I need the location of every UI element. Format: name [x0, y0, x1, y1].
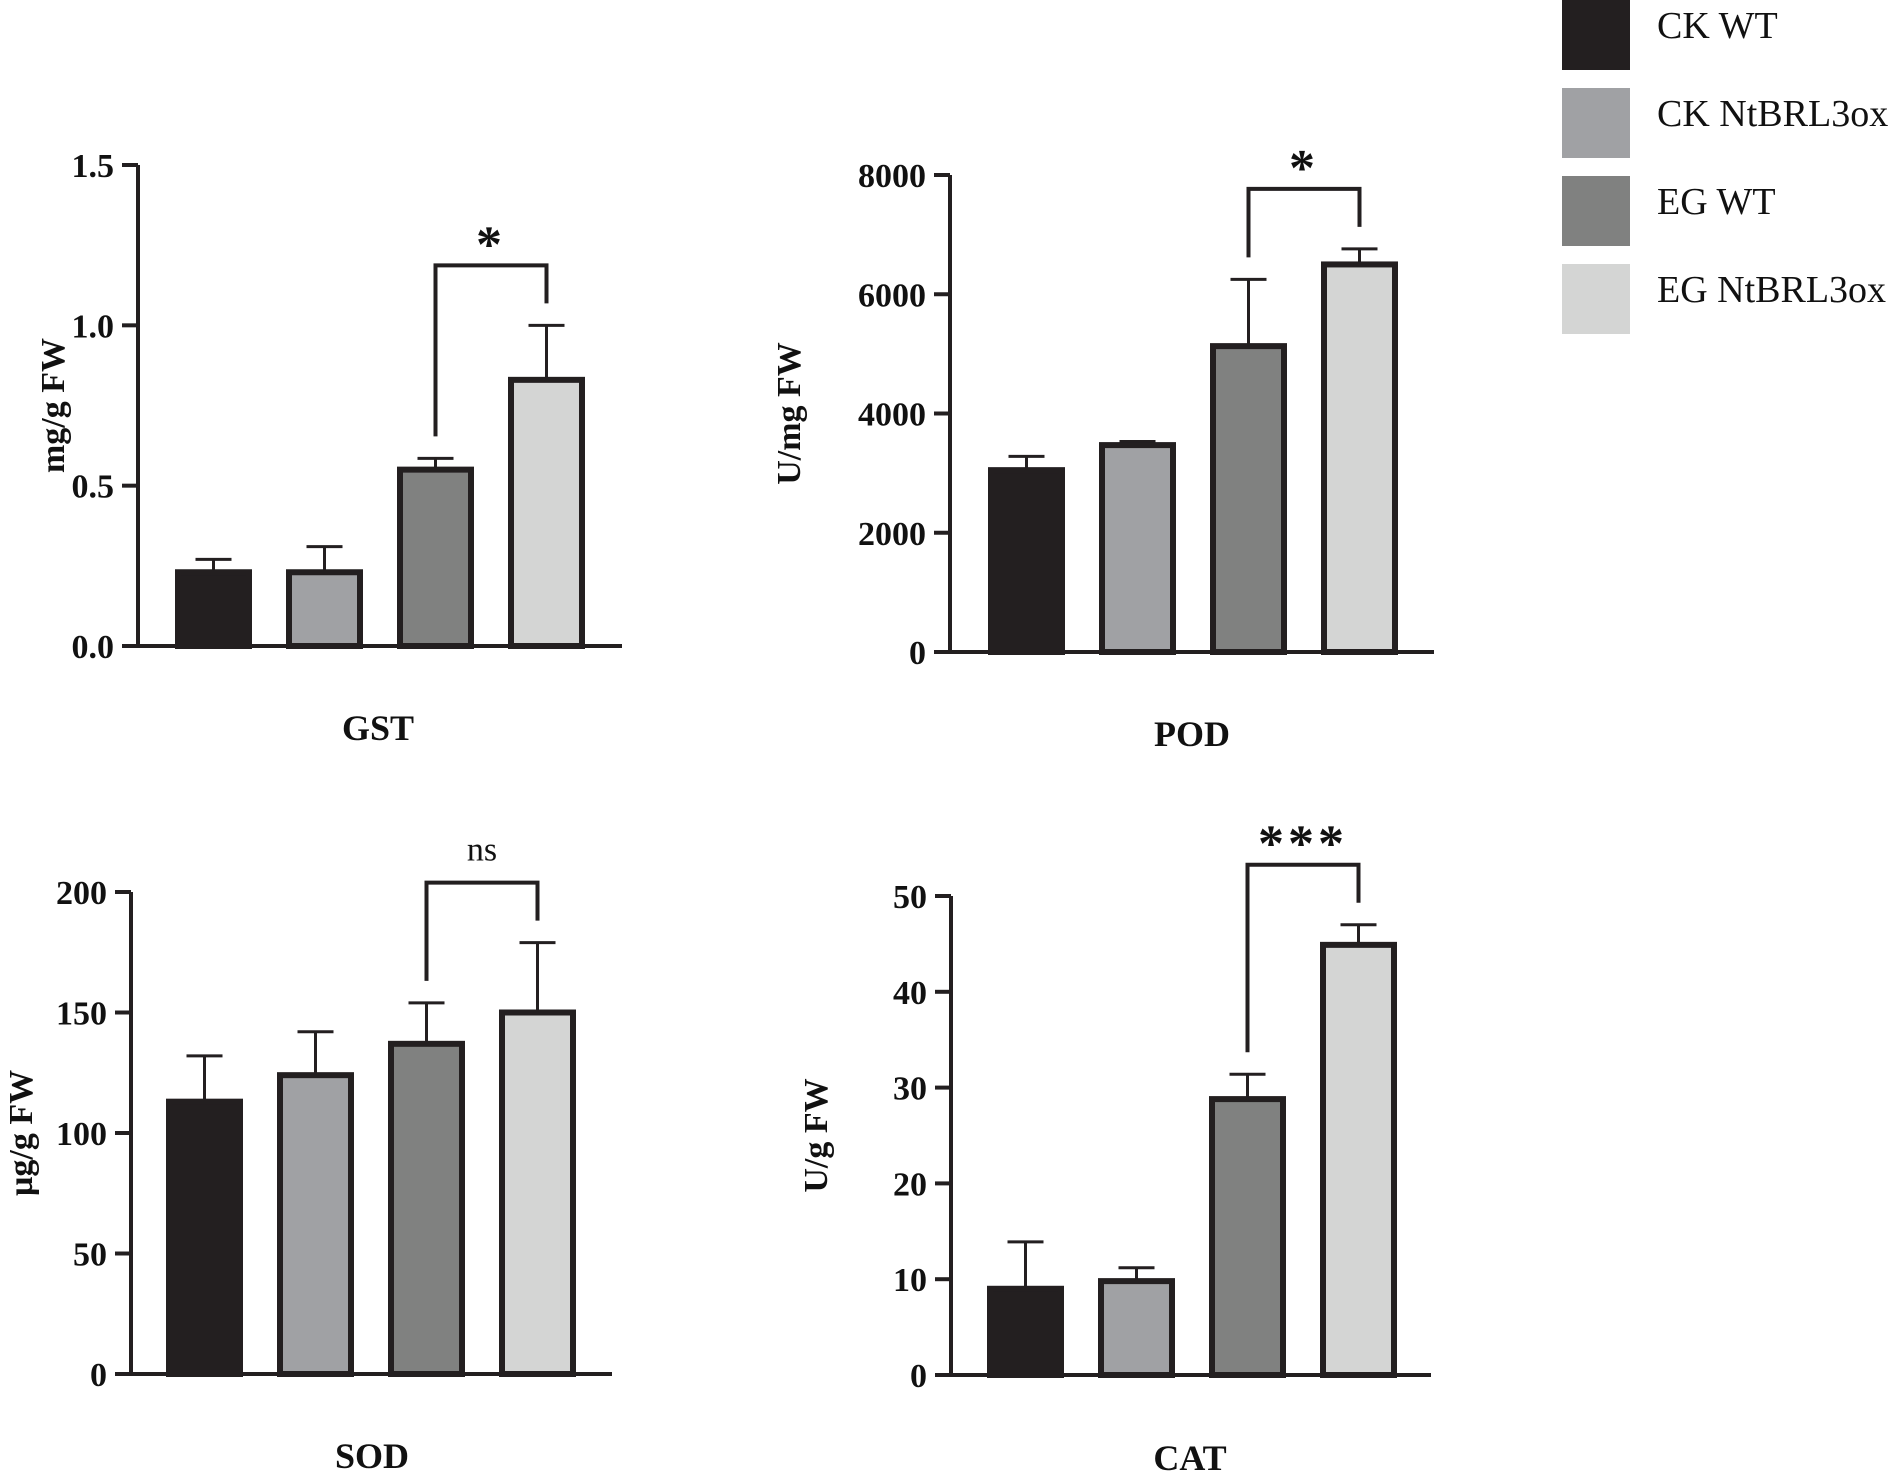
legend-label: EG NtBRL3ox	[1657, 269, 1886, 311]
y-tick-label: 6000	[858, 277, 926, 314]
legend-swatch	[1562, 0, 1630, 70]
chart-panels: 0.00.51.01.5*mg/g FWGST02000400060008000…	[3, 140, 1434, 1475]
y-tick-label: 10	[893, 1262, 927, 1299]
bar-ck-wt	[175, 569, 252, 649]
legend-label: CK WT	[1657, 5, 1778, 47]
chart-title: SOD	[335, 1436, 409, 1475]
y-tick-label: 20	[893, 1166, 927, 1203]
y-tick-label: 50	[893, 879, 927, 916]
y-tick-label: 40	[893, 975, 927, 1012]
y-tick-label: 50	[73, 1237, 107, 1274]
bar-ck-ntbrl3ox	[277, 1072, 354, 1378]
y-tick-label: 1.0	[72, 308, 115, 345]
y-tick-label: 0.0	[72, 629, 115, 666]
significance-label: *	[476, 216, 506, 273]
y-tick-label: 4000	[858, 397, 926, 434]
y-axis-title: U/mg FW	[771, 342, 808, 485]
y-tick-label: 8000	[858, 158, 926, 195]
y-tick-label: 30	[893, 1071, 927, 1108]
legend-item: EG NtBRL3ox	[1562, 264, 1886, 334]
legend-label: EG WT	[1657, 181, 1776, 223]
bar-eg-ntbrl3ox	[1320, 941, 1397, 1378]
significance-bracket	[1245, 862, 1361, 1053]
significance-bracket	[1246, 186, 1362, 258]
chart-title: CAT	[1153, 1438, 1226, 1475]
chart-title: POD	[1154, 714, 1230, 754]
bar-ck-ntbrl3ox	[286, 569, 363, 649]
bar-ck-ntbrl3ox	[1098, 1278, 1175, 1378]
bar-eg-wt	[1209, 1096, 1286, 1378]
y-tick-label: 1.5	[72, 148, 115, 185]
significance-label: *	[1289, 140, 1319, 197]
y-tick-label: 100	[56, 1116, 107, 1153]
bar-eg-wt	[397, 466, 474, 649]
legend-swatch	[1562, 264, 1630, 334]
y-tick-label: 2000	[858, 516, 926, 553]
bar-ck-ntbrl3ox	[1099, 442, 1176, 655]
chart-pod: 0 2000 4000 6000 8000 * U/mg FW POD	[771, 140, 1434, 754]
y-axis-title: µg/g FW	[3, 1070, 40, 1196]
bar-eg-ntbrl3ox	[499, 1009, 576, 1377]
bar-eg-ntbrl3ox	[508, 376, 585, 649]
legend-swatch	[1562, 88, 1630, 158]
significance-label: ***	[1258, 816, 1348, 873]
bar-ck-wt	[988, 467, 1065, 655]
bar-eg-wt	[1210, 343, 1287, 655]
significance-label: ns	[467, 832, 497, 869]
y-tick-label: 0	[909, 635, 926, 672]
bar-eg-wt	[388, 1040, 465, 1377]
significance-bracket	[433, 263, 549, 437]
chart-gst: 0.0 0.5 1.0 1.5 * mg/g FW GST	[35, 148, 622, 748]
bar-ck-wt	[166, 1098, 243, 1378]
y-axis-title: mg/g FW	[35, 338, 72, 473]
y-tick-label: 0	[90, 1357, 107, 1394]
legend: CK WT CK NtBRL3ox EG WT EG NtBRL3ox	[1562, 0, 1888, 334]
legend-item: CK NtBRL3ox	[1562, 88, 1888, 158]
significance-bracket	[424, 880, 540, 981]
y-axis-title: U/g FW	[798, 1078, 835, 1192]
legend-swatch	[1562, 176, 1630, 246]
bar-ck-wt	[987, 1285, 1064, 1379]
y-tick-label: 200	[56, 875, 107, 912]
legend-item: CK WT	[1562, 0, 1778, 70]
chart-cat: 0 10 20 30 40 50 *** U/g FW CAT	[798, 816, 1431, 1475]
y-tick-label: 0.5	[72, 469, 115, 506]
chart-title: GST	[342, 708, 414, 748]
chart-sod: 0 50 100 150 200 ns µg/g FW SOD	[3, 832, 612, 1475]
y-tick-label: 150	[56, 996, 107, 1033]
legend-item: EG WT	[1562, 176, 1776, 246]
bar-eg-ntbrl3ox	[1321, 261, 1398, 655]
legend-label: CK NtBRL3ox	[1657, 93, 1888, 135]
y-tick-label: 0	[910, 1358, 927, 1395]
